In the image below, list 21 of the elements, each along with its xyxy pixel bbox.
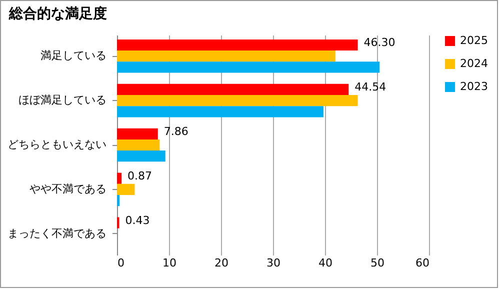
x-tick-label: 10	[162, 256, 176, 270]
legend-label: 2023	[460, 80, 488, 93]
data-label: 46.30	[364, 36, 396, 49]
legend-label: 2024	[460, 57, 488, 70]
chart-title: 総合的な満足度	[8, 5, 107, 22]
x-tick-label: 60	[416, 256, 430, 270]
data-label: 44.54	[354, 80, 386, 94]
x-tick-label: 50	[370, 256, 384, 270]
x-tick-label: 0	[118, 256, 124, 270]
y-tick-label: やや不満である	[30, 182, 106, 196]
data-label: 0.87	[128, 169, 152, 182]
data-label: 0.43	[125, 214, 150, 227]
y-tick-label: 満足している	[40, 49, 106, 62]
data-label: 7.86	[164, 124, 188, 138]
x-tick-label: 30	[266, 256, 280, 270]
x-tick-label: 20	[214, 256, 228, 270]
y-tick-label: まったく不満である	[8, 226, 106, 240]
legend-label: 2025	[460, 34, 488, 47]
x-tick-label: 40	[318, 256, 332, 270]
y-tick-label: ほぼ満足している	[18, 94, 106, 107]
y-tick-label: どちらともいえない	[8, 138, 106, 151]
